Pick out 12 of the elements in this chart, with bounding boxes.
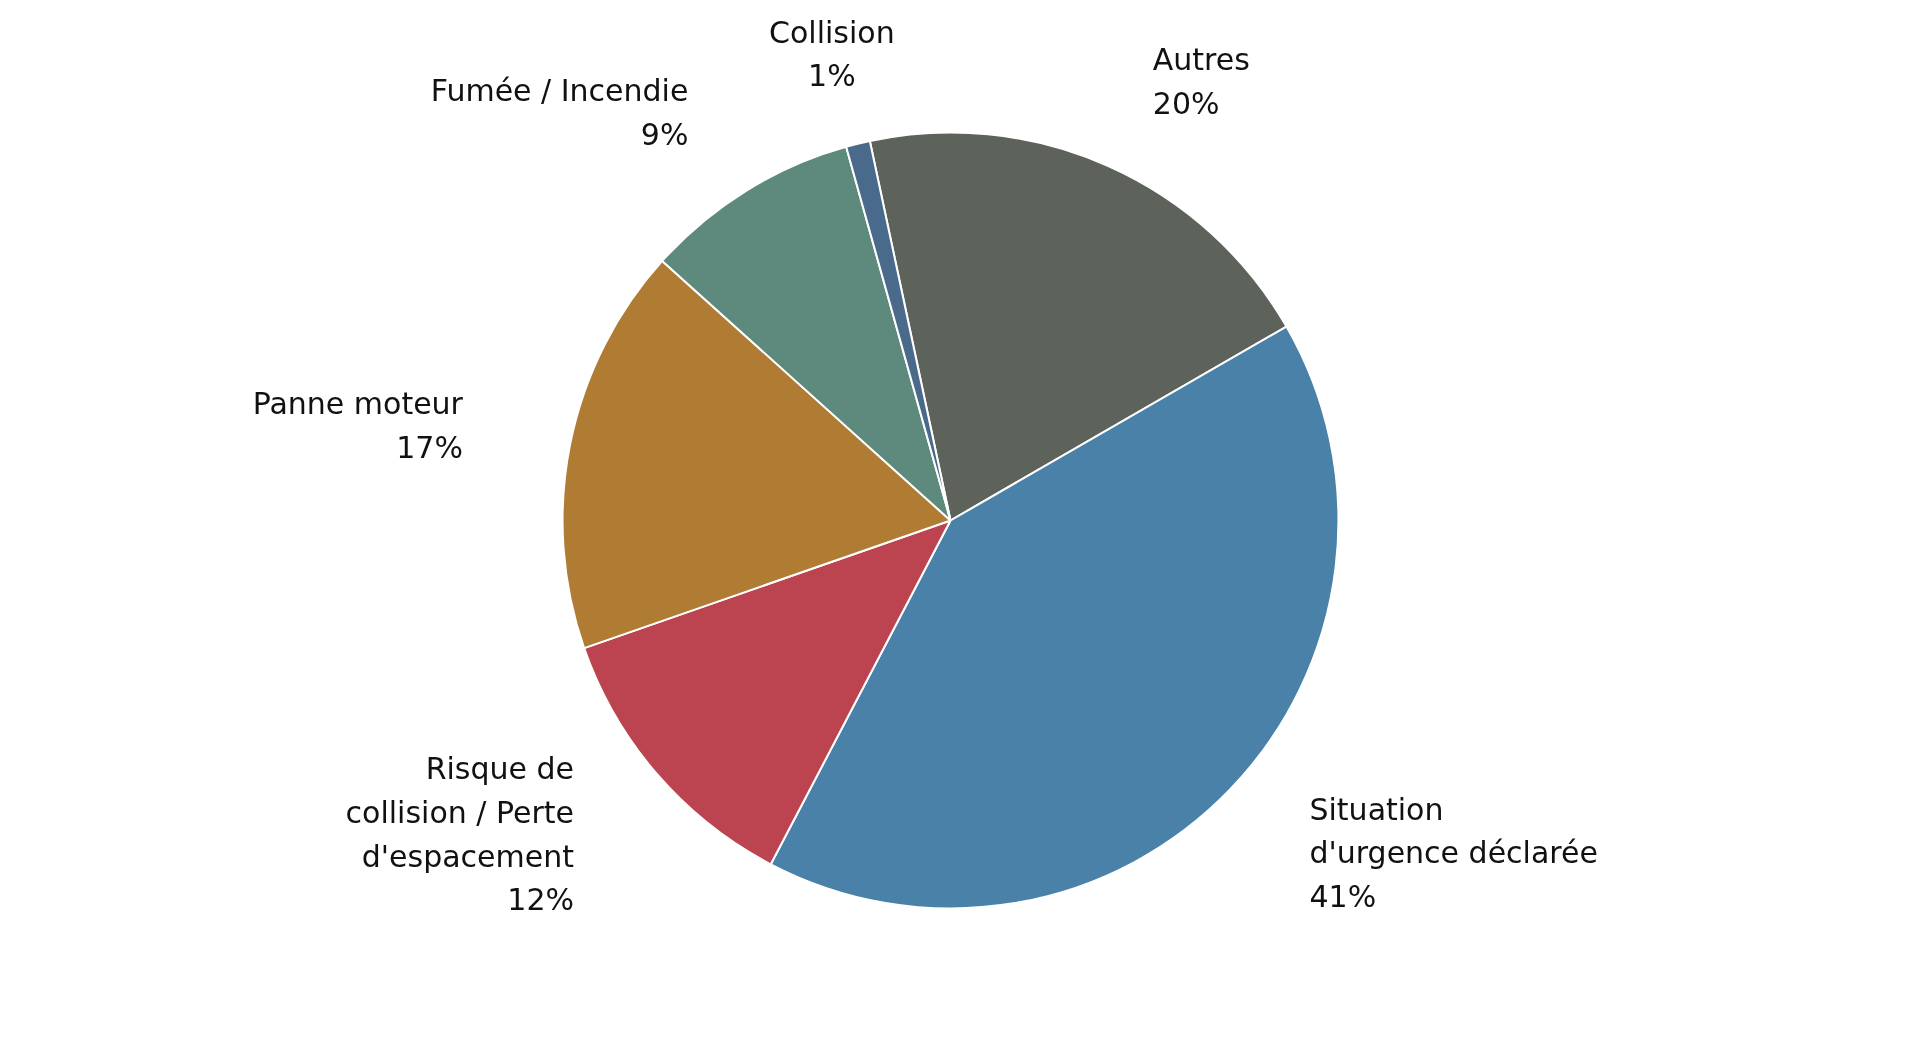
slice-label: Panne moteur bbox=[252, 386, 464, 422]
slice-label: Risque de collision / Perte d'espacement bbox=[345, 751, 575, 874]
data-label: 9% bbox=[640, 116, 689, 152]
slice-label: Autres bbox=[1152, 42, 1250, 78]
slice-label: Fumée / Incendie bbox=[430, 72, 689, 108]
data-label: 17% bbox=[396, 429, 463, 465]
data-label: 20% bbox=[1152, 86, 1220, 122]
data-label: 41% bbox=[1309, 879, 1377, 915]
slice-label: Collision bbox=[769, 14, 895, 50]
data-label: 12% bbox=[507, 882, 574, 918]
data-label: 1% bbox=[808, 58, 856, 94]
slice-label: Situation d'urgence déclarée bbox=[1309, 791, 1598, 871]
